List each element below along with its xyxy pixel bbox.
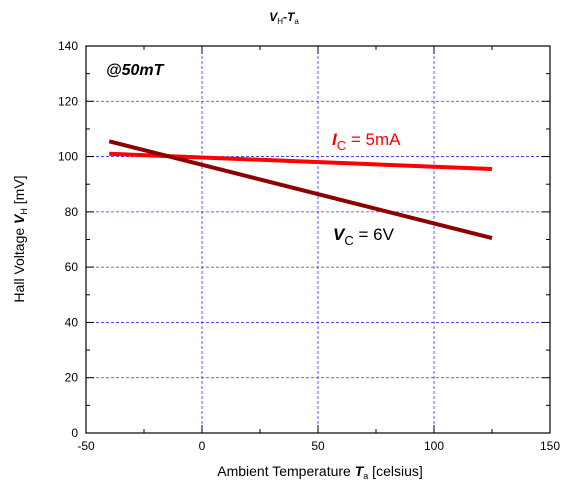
x-tick-label: 0 bbox=[199, 439, 206, 453]
y-tick-label: 20 bbox=[65, 371, 79, 385]
y-tick-label: 100 bbox=[58, 150, 78, 164]
series-label-ic-sub: C bbox=[337, 138, 346, 153]
x-axis-title-var: T bbox=[355, 463, 365, 479]
x-axis-title: Ambient Temperature Ta [celsius] bbox=[217, 463, 423, 481]
x-tick-label: 150 bbox=[540, 439, 560, 453]
x-axis-title-prefix: Ambient Temperature bbox=[217, 463, 354, 479]
y-axis-title: Hall Voltage VH [mV] bbox=[11, 175, 29, 302]
y-axis-title-var: V bbox=[11, 213, 27, 224]
y-tick-label: 140 bbox=[58, 39, 78, 53]
series-label-vc: VC = 6V bbox=[333, 225, 395, 248]
y-axis-title-sub: H bbox=[19, 208, 29, 215]
x-tick-label: 50 bbox=[311, 439, 325, 453]
title-second-sub: a bbox=[294, 17, 299, 26]
y-tick-label: 80 bbox=[65, 205, 79, 219]
x-tick-label: -50 bbox=[77, 439, 95, 453]
y-tick-label: 0 bbox=[71, 426, 78, 440]
series-label-ic-rest: = 5mA bbox=[346, 130, 401, 149]
condition-label: @50mT bbox=[106, 62, 165, 79]
title-main-var: V bbox=[269, 10, 278, 24]
x-axis-title-sub: a bbox=[363, 471, 368, 481]
series-line-vc bbox=[108, 139, 493, 241]
series-label-ic-var: I bbox=[332, 130, 338, 149]
chart-title: VH-Ta bbox=[269, 10, 299, 26]
x-tick-label: 100 bbox=[424, 439, 444, 453]
title-second-var: T bbox=[287, 10, 296, 24]
y-tick-label: 40 bbox=[65, 315, 79, 329]
y-axis-title-suffix: [mV] bbox=[11, 175, 27, 208]
y-tick-label: 120 bbox=[58, 94, 78, 108]
plot-frame bbox=[85, 45, 551, 434]
series-label-vc-var: V bbox=[333, 225, 346, 244]
series-label-ic: IC = 5mA bbox=[332, 130, 401, 153]
series-label-vc-sub: C bbox=[344, 233, 353, 248]
x-axis-title-suffix: [celsius] bbox=[368, 463, 422, 479]
title-main-sub: H bbox=[277, 17, 283, 26]
y-tick-label: 60 bbox=[65, 260, 79, 274]
series-label-vc-rest: = 6V bbox=[354, 225, 395, 244]
y-axis-title-prefix: Hall Voltage bbox=[11, 224, 27, 303]
title-separator: - bbox=[283, 10, 287, 24]
